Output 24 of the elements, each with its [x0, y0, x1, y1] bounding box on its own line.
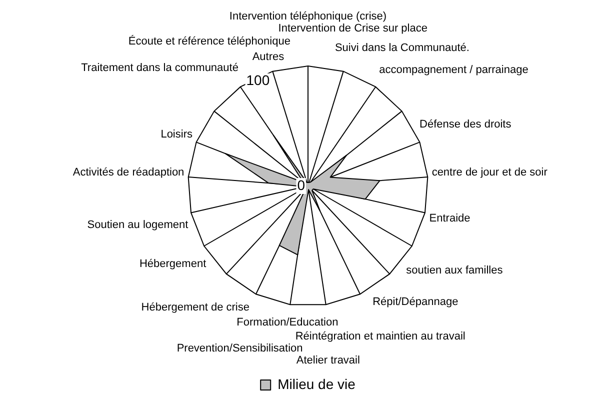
legend-label: Milieu de vie	[278, 376, 356, 392]
spoke-label: Réintégration et maintien au travail	[295, 330, 466, 342]
spoke-label: Traitement dans la communauté	[81, 62, 238, 74]
spoke-label: Prevention/Sensibilisation	[176, 342, 303, 355]
spoke-label: Intervention téléphonique (crise)	[229, 10, 387, 23]
spoke-label: Formation/Education	[236, 316, 338, 328]
spoke-label: Défense des droits	[420, 118, 512, 130]
spoke-label: Soutien au logement	[87, 218, 188, 231]
spoke-label: Répit/Dépannage	[372, 296, 458, 308]
spoke-label: Écoute et référence téléphonique	[128, 34, 290, 48]
spoke-label: Hébergement de crise	[141, 301, 250, 314]
spoke-label: accompagnement / parrainage	[379, 64, 528, 76]
spoke-label: Intervention de Crise sur place	[278, 22, 428, 35]
spoke-label: centre de jour et de soir	[432, 166, 548, 178]
y-tick-label: 0	[297, 176, 306, 193]
y-tick-label: 100	[246, 72, 270, 88]
spoke-label: soutien aux familles	[406, 264, 504, 277]
spoke-label: Loisirs	[160, 128, 193, 140]
spoke-label: Hébergement	[139, 258, 206, 270]
spoke-label: Activités de réadaption	[72, 166, 184, 179]
spoke-label: Suivi dans la Communauté.	[334, 42, 470, 54]
spoke-label: Atelier travail	[296, 354, 360, 367]
spoke-label: Entraide	[429, 212, 470, 224]
spoke-label: Autres	[252, 51, 285, 64]
